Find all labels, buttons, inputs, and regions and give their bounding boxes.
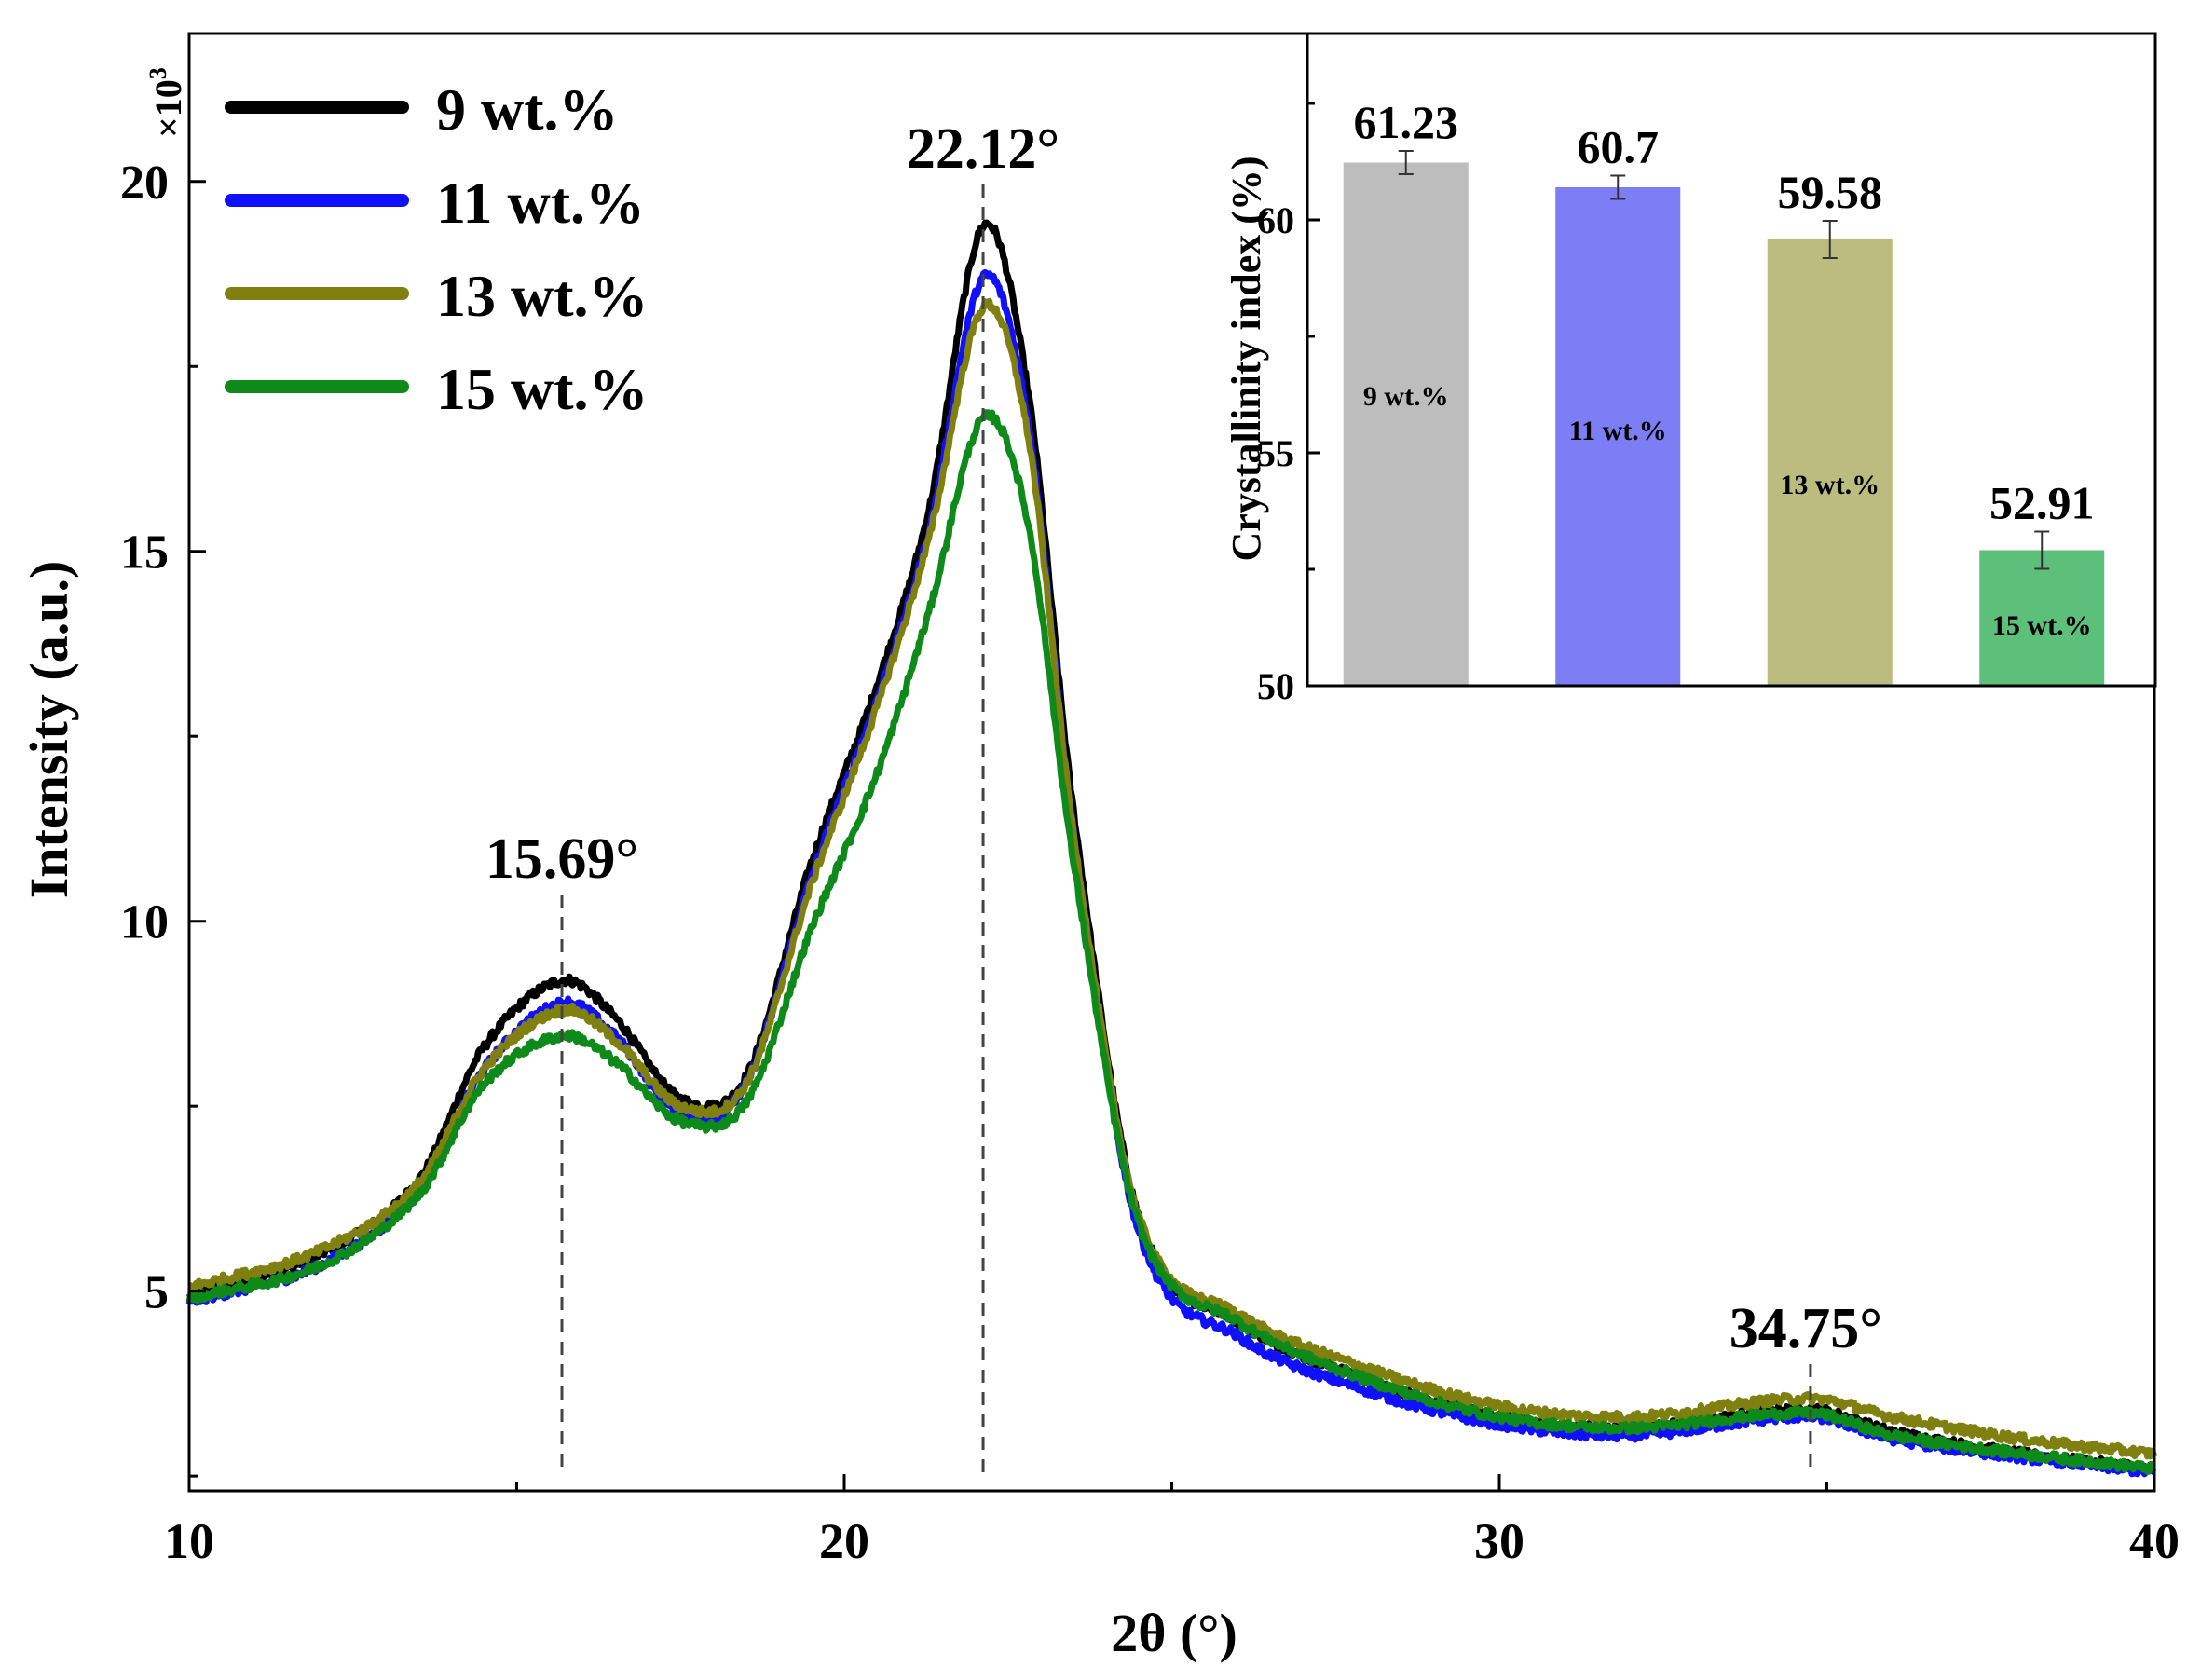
peak-label: 15.69° (485, 827, 638, 891)
bar-value-label: 61.23 (1354, 96, 1459, 148)
legend-label: 15 wt.% (436, 356, 649, 422)
bar-category-label: 13 wt.% (1780, 470, 1880, 500)
x-axis-ticks: 10 20 30 40 (164, 1474, 2180, 1569)
crystallinity-bar (1555, 187, 1681, 686)
inset-y-tick-label: 50 (1257, 665, 1294, 707)
y-multiplier-exponent: 3 (144, 67, 171, 79)
y-tick-label: 20 (120, 157, 169, 210)
inset-y-axis-label: Crystallinity index (%) (1224, 156, 1269, 561)
inset-frame (1306, 32, 2157, 688)
crystallinity-bar (1979, 550, 2105, 686)
inset-y-tick-label: 55 (1257, 432, 1294, 474)
inset-bar-group: 61.23 9 wt.% 60.7 11 wt.% 59.58 13 wt.% 52.91 1… (1343, 96, 2105, 686)
peak-label: 22.12° (907, 117, 1059, 181)
peak-label: 34.75° (1729, 1297, 1882, 1360)
x-axis-label: 2θ (°) (1111, 1603, 1237, 1663)
y-tick-label: 15 (120, 526, 169, 580)
legend: 9 wt.% 11 wt.% 13 wt.% 15 wt.% (225, 76, 649, 422)
y-multiplier-text: ×103 (144, 67, 189, 138)
crystallinity-bar (1343, 162, 1469, 686)
crystallinity-bar (1767, 239, 1893, 686)
peak-annotation-group: 15.69° 22.12° 34.75° (485, 117, 1882, 1474)
series-line-15wt (185, 409, 2156, 1475)
x-tick-label: 20 (819, 1513, 869, 1569)
crystallinity-inset-bar-chart: 61.23 9 wt.% 60.7 11 wt.% 59.58 13 wt.% 52.91 1… (1224, 32, 2157, 707)
x-tick-label: 40 (2129, 1513, 2180, 1569)
xrd-series-group (185, 219, 2158, 1478)
bar-value-label: 60.7 (1578, 121, 1660, 173)
bar-value-label: 59.58 (1778, 166, 1883, 218)
bar-value-label: 52.91 (1989, 477, 2095, 529)
bar-category-label: 9 wt.% (1363, 381, 1449, 412)
inset-y-axis-ticks: 50 55 60 (1257, 102, 1320, 707)
x-tick-label: 30 (1474, 1513, 1524, 1569)
bar-category-label: 15 wt.% (1992, 610, 2092, 641)
y-axis-multiplier: ×103 (144, 67, 189, 138)
inset-y-tick-label: 60 (1257, 199, 1294, 241)
xrd-line-chart: 15.69° 22.12° 34.75° 10 20 30 40 5 10 15 20 2θ (… (19, 32, 2180, 1663)
legend-label: 9 wt.% (436, 76, 619, 143)
y-tick-label: 5 (144, 1266, 169, 1319)
y-axis-ticks: 5 10 15 20 (120, 157, 206, 1478)
y-tick-label: 10 (120, 896, 169, 949)
y-axis-label: Intensity (a.u.) (19, 561, 79, 899)
x-tick-label: 10 (164, 1513, 214, 1569)
legend-label: 11 wt.% (436, 170, 645, 236)
bar-category-label: 11 wt.% (1569, 416, 1667, 446)
legend-label: 13 wt.% (436, 263, 649, 329)
